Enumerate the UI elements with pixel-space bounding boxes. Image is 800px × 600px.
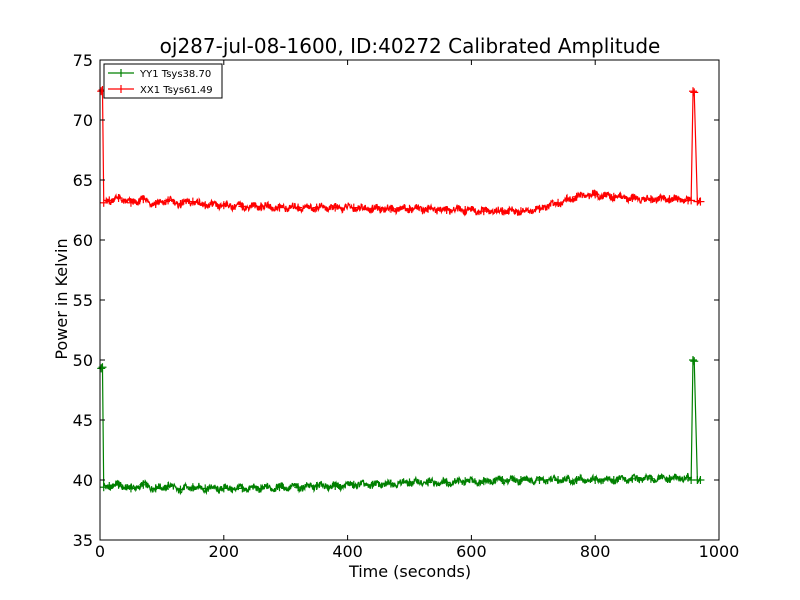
y-tick-label: 55 <box>73 291 93 310</box>
y-tick-label: 75 <box>73 51 93 70</box>
x-tick-label: 800 <box>580 542 611 561</box>
plot-area <box>97 59 720 541</box>
chart-title: oj287-jul-08-1600, ID:40272 Calibrated A… <box>160 34 661 58</box>
legend: YY1 Tsys38.70 XX1 Tsys61.49 <box>103 63 223 99</box>
y-tick-label: 35 <box>73 531 93 550</box>
series-markers-0 <box>97 356 705 494</box>
x-tick-label: 600 <box>456 542 487 561</box>
series-layer <box>97 86 705 496</box>
y-tick-label: 70 <box>73 111 93 130</box>
x-axis: 0 200 400 600 800 1000 <box>95 60 739 561</box>
y-axis-title: Power in Kelvin <box>52 238 71 359</box>
plot-background <box>100 60 719 540</box>
x-axis-title: Time (seconds) <box>348 562 471 581</box>
y-tick-label: 65 <box>73 171 93 190</box>
x-tick-label: 200 <box>209 542 240 561</box>
series-line-0 <box>100 357 702 496</box>
y-tick-label: 40 <box>73 471 93 490</box>
series-line-1 <box>100 89 702 217</box>
series-markers-1 <box>97 86 705 216</box>
y-tick-label: 60 <box>73 231 93 250</box>
x-tick-label: 1000 <box>699 542 740 561</box>
legend-label-yy1: YY1 Tsys38.70 <box>139 69 211 80</box>
y-axis: 35 40 45 50 55 60 65 70 75 <box>73 51 719 550</box>
x-tick-label: 0 <box>95 542 105 561</box>
legend-box <box>103 63 223 99</box>
y-tick-label: 45 <box>73 411 93 430</box>
x-tick-label: 400 <box>332 542 363 561</box>
legend-label-xx1: XX1 Tsys61.49 <box>140 85 213 96</box>
y-tick-label: 50 <box>73 351 93 370</box>
